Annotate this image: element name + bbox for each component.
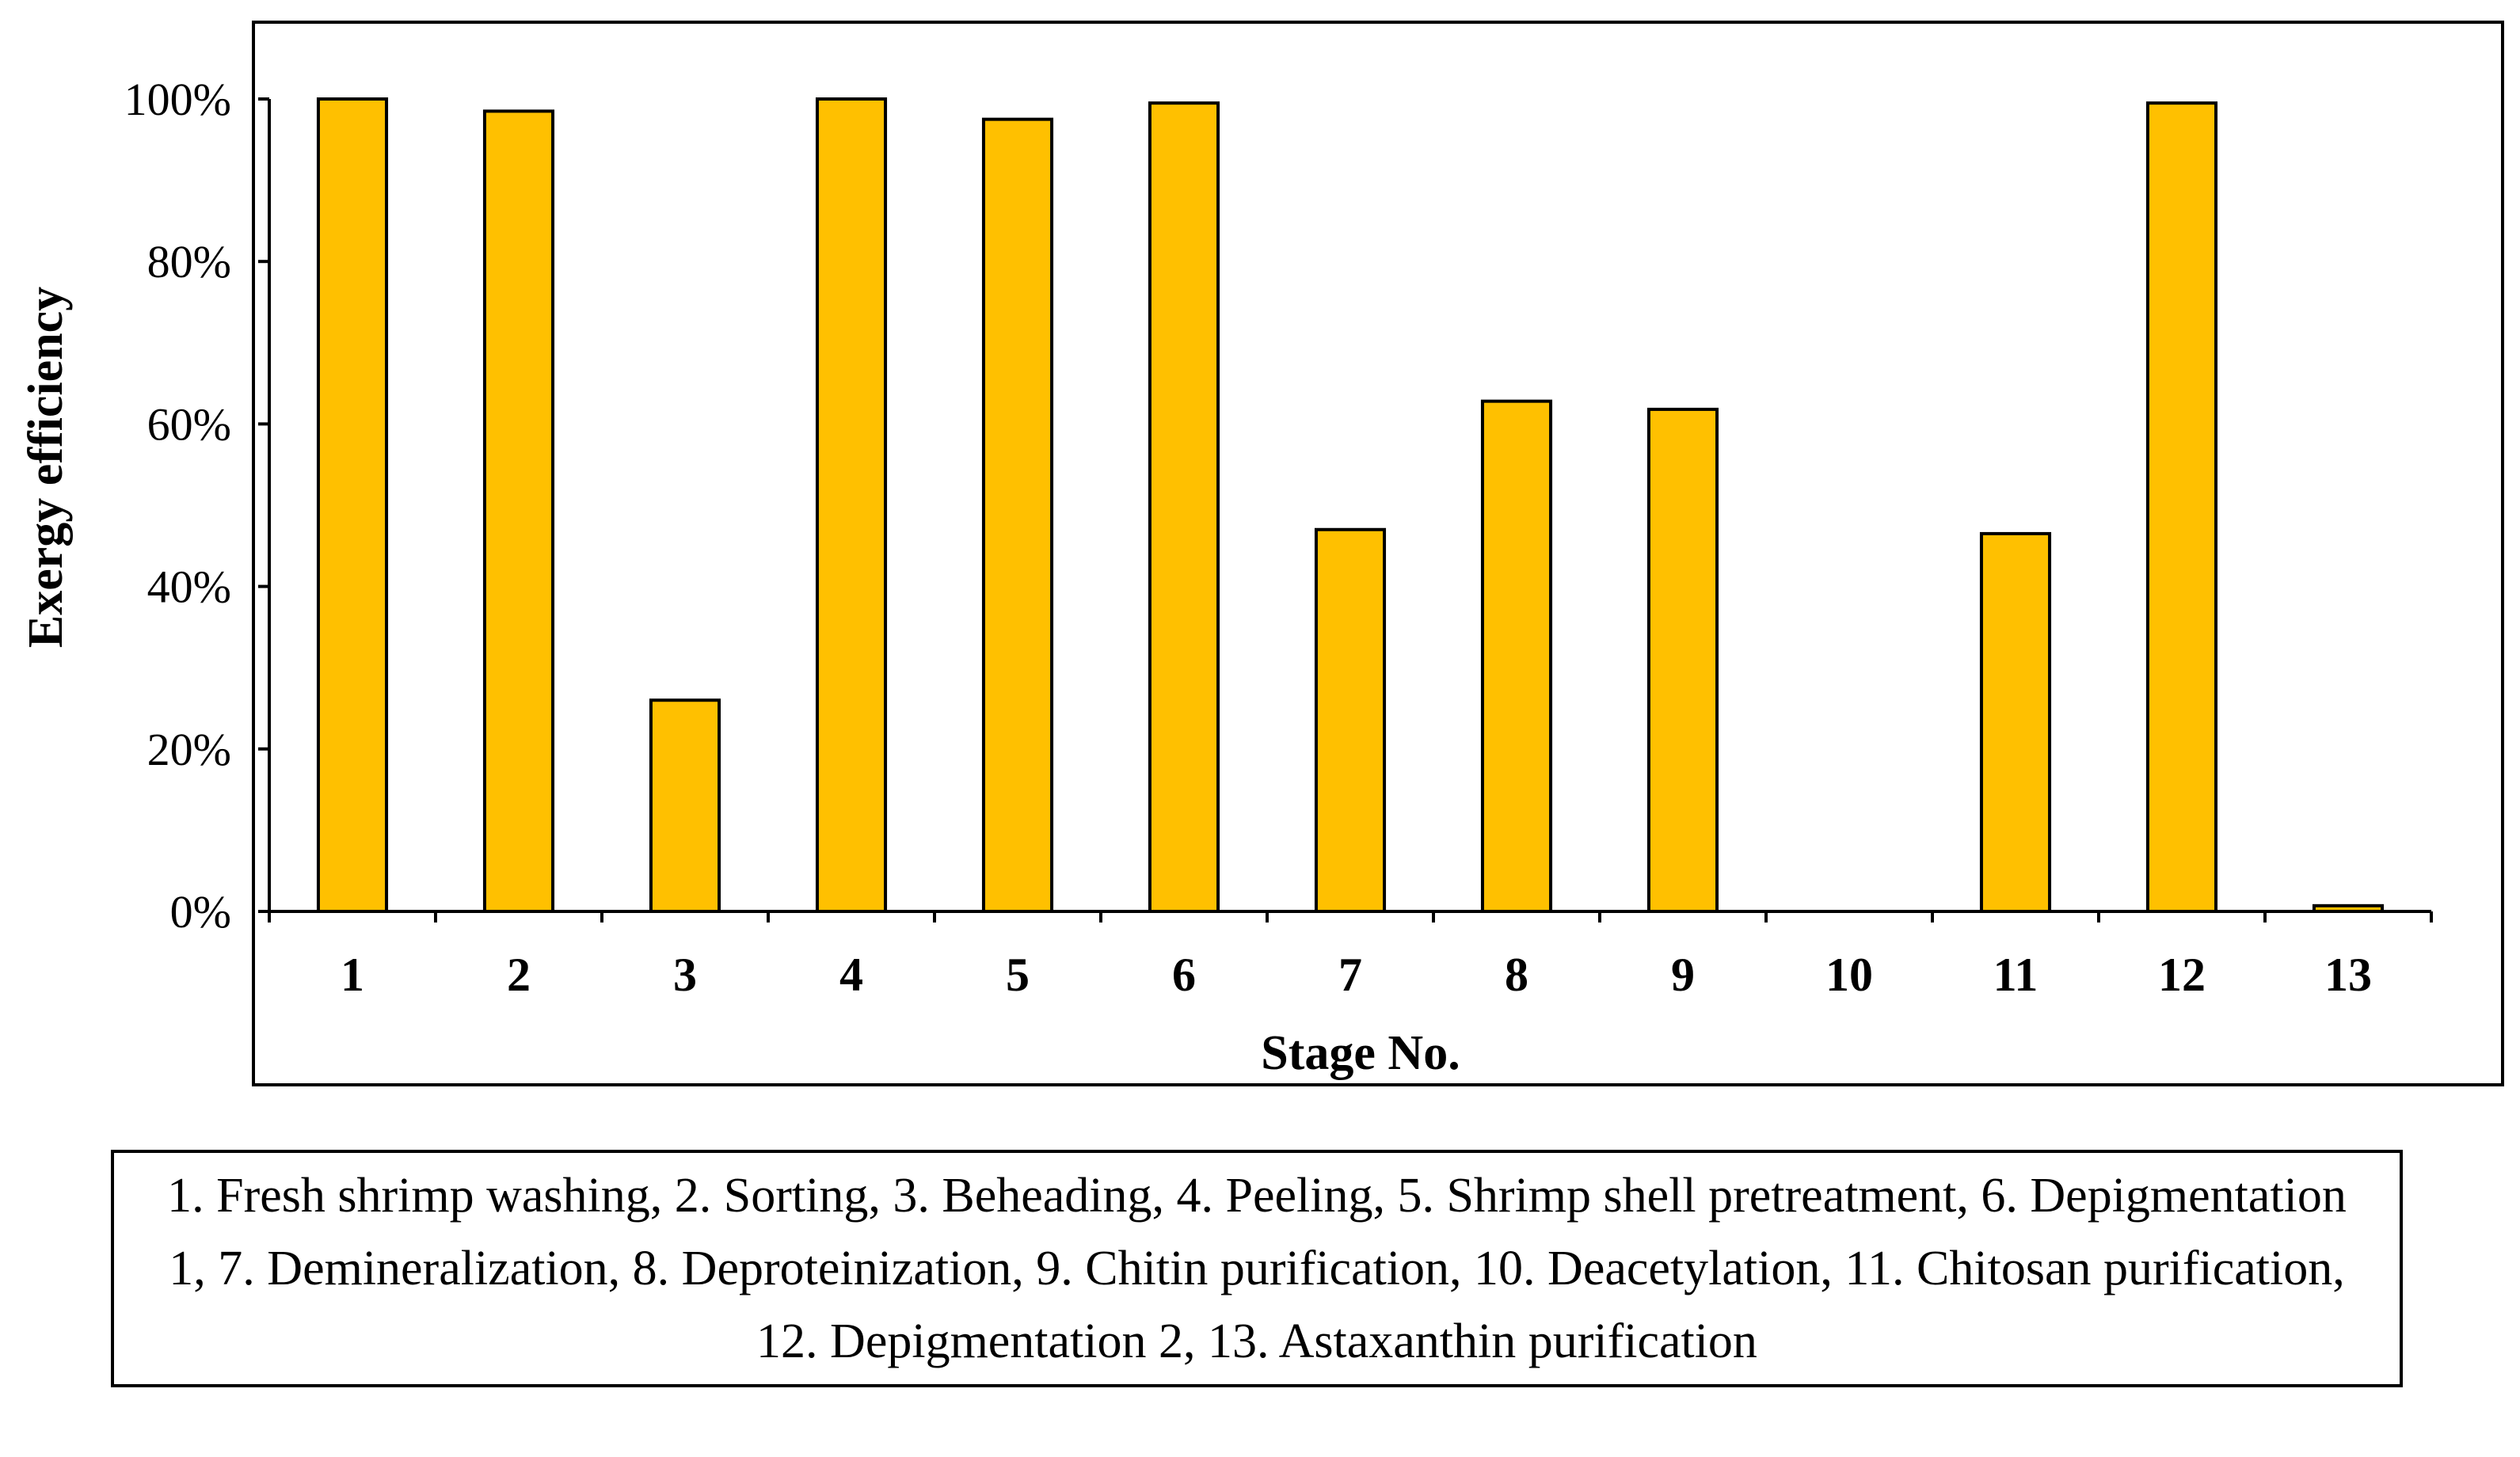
bar-stage-11 (1979, 531, 2052, 913)
x-tick-label-9: 9 (1671, 949, 1695, 1001)
x-axis: 1 2 3 4 5 6 7 8 9 10 11 12 13 (268, 910, 2433, 1001)
x-tick-label-1: 1 (341, 949, 364, 1001)
x-tick-label-12: 12 (2158, 949, 2206, 1001)
x-tick-label-11: 11 (1993, 949, 2038, 1001)
x-tick-label-2: 2 (507, 949, 531, 1001)
bar-stage-2 (482, 109, 555, 913)
x-tick-label-8: 8 (1505, 949, 1528, 1001)
bar-stage-6 (1148, 101, 1220, 913)
x-tick-label-3: 3 (673, 949, 697, 1001)
bar-stage-1 (316, 97, 389, 913)
x-tick-label-10: 10 (1825, 949, 1873, 1001)
y-tick-label: 80% (147, 236, 231, 287)
bar-stage-4 (815, 97, 888, 913)
stage-legend-text: 1. Fresh shrimp washing, 2. Sorting, 3. … (167, 1169, 2347, 1368)
x-tick-label-4: 4 (839, 949, 863, 1001)
y-tick-label: 100% (124, 74, 231, 125)
y-axis: 0% 20% 40% 60% 80% 100% (124, 74, 271, 938)
stage-legend-box: 1. Fresh shrimp washing, 2. Sorting, 3. … (111, 1150, 2403, 1387)
x-tick-label-5: 5 (1006, 949, 1030, 1001)
y-tick-label: 20% (147, 724, 231, 775)
bar-stage-3 (649, 698, 721, 913)
bar-stage-8 (1480, 399, 1553, 913)
bar-stage-12 (2145, 101, 2218, 913)
x-tick-label-13: 13 (2324, 949, 2372, 1001)
x-axis-title: Stage No. (1261, 1026, 1460, 1080)
y-tick-label: 60% (147, 398, 231, 450)
y-tick-label: 0% (170, 886, 231, 938)
bar-stage-5 (981, 117, 1054, 913)
x-tick-label-6: 6 (1172, 949, 1196, 1001)
y-axis-title: Exergy efficiency (19, 287, 73, 648)
y-tick-label: 40% (147, 561, 231, 613)
x-tick-label-7: 7 (1338, 949, 1362, 1001)
bar-stage-9 (1646, 407, 1719, 913)
bar-stage-7 (1314, 527, 1387, 914)
